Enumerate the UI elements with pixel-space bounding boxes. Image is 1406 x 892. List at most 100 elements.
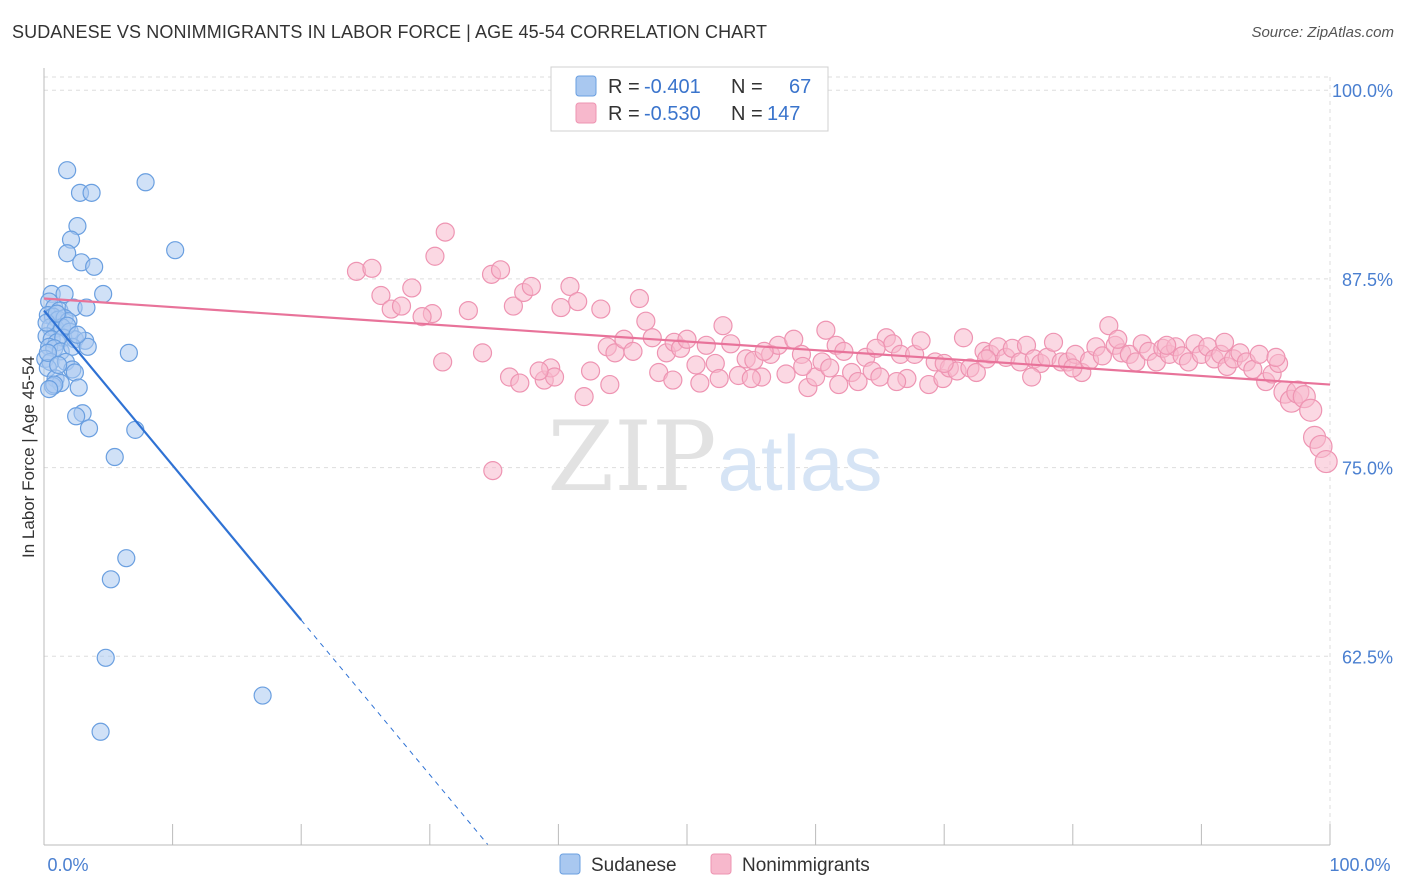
nonimmigrants-point [574, 387, 594, 407]
legend-n-value-1: 67 [789, 76, 811, 98]
nonimmigrants-point [490, 260, 511, 280]
nonimmigrants-point [977, 349, 997, 369]
nonimmigrants-point [412, 307, 432, 327]
nonimmigrants-point [391, 296, 412, 316]
nonimmigrants-point [709, 368, 729, 389]
sudanese-point [58, 244, 77, 263]
sudanese-point [65, 363, 84, 382]
nonimmigrants-point [458, 300, 478, 321]
sudanese-point [126, 420, 145, 439]
nonimmigrants-point [754, 341, 774, 361]
legend-n-label-2: N = [731, 103, 763, 125]
nonimmigrants-point [741, 368, 761, 389]
sudanese-point [253, 686, 272, 705]
legend-n-value-2: 147 [767, 103, 800, 125]
y-tick-label-2: 75.0% [1342, 459, 1393, 479]
trend-lines [43, 297, 1331, 845]
nonimmigrants-point [911, 331, 931, 351]
nonimmigrants-point [568, 291, 588, 312]
bottom-legend-label-sudanese: Sudanese [591, 855, 677, 876]
legend-swatch-sudanese [575, 75, 597, 97]
nonimmigrants-point [848, 371, 868, 392]
nonimmigrants-point [521, 276, 541, 297]
legend-n-label-1: N = [731, 76, 763, 98]
nonimmigrants-point [1022, 367, 1042, 387]
sudanese-point [94, 284, 113, 304]
nonimmigrants-point [690, 373, 710, 393]
nonimmigrants-point [435, 222, 455, 242]
axes [43, 68, 1331, 846]
legend-swatch-nonimmigrants [575, 102, 597, 124]
nonimmigrants-point [663, 370, 683, 390]
legend-r-label-2: R = [608, 103, 640, 125]
sudanese-point [166, 241, 185, 260]
nonimmigrants-point [623, 341, 643, 361]
nonimmigrants-point [629, 288, 650, 309]
nonimmigrants-point [472, 343, 493, 363]
series-sudanese-points [36, 161, 272, 741]
nonimmigrants-point [600, 374, 620, 395]
sudanese-point [55, 284, 74, 304]
y-tick-label-0: 100.0% [1332, 81, 1393, 101]
tick-labels: 100.0% 87.5% 75.0% 62.5% 0.0% 100.0% [47, 81, 1393, 875]
sudanese-point [82, 183, 101, 202]
nonimmigrants-point [1157, 335, 1177, 355]
sudanese-point [117, 549, 136, 568]
nonimmigrants-point [934, 353, 954, 374]
sudanese-point [101, 570, 120, 589]
nonimmigrants-point [503, 296, 523, 316]
nonimmigrants-point [887, 371, 907, 392]
nonimmigrants-point [1043, 332, 1064, 352]
sudanese-point [105, 447, 124, 467]
sudanese-point [38, 343, 57, 362]
nonimmigrants-point [402, 278, 422, 298]
nonimmigrants-point [829, 374, 849, 395]
watermark-atlas: atlas [718, 419, 883, 507]
nonimmigrants-point [713, 316, 733, 336]
sudanese-point [40, 379, 59, 399]
nonimmigrants-point [591, 299, 611, 319]
sudanese-point [77, 298, 96, 317]
sudanese-point [96, 648, 115, 667]
legend-r-value-2: -0.530 [644, 103, 701, 125]
sudanese-point [49, 355, 68, 375]
nonimmigrants-point [953, 328, 974, 348]
sudanese-point [91, 722, 110, 741]
nonimmigrants-trend-line [43, 297, 1331, 386]
nonimmigrants-point [1266, 347, 1286, 367]
nonimmigrants-point [483, 461, 503, 481]
sudanese-trend-extension [300, 619, 489, 845]
nonimmigrants-point [371, 285, 391, 306]
sudanese-point [85, 257, 104, 276]
nonimmigrants-point [1214, 332, 1235, 352]
bottom-legend: Sudanese Nonimmigrants [559, 853, 870, 876]
nonimmigrants-point [816, 320, 836, 340]
nonimmigrants-point [966, 362, 986, 383]
nonimmigrants-point [425, 246, 445, 266]
nonimmigrants-point [1108, 329, 1128, 349]
nonimmigrants-point [551, 297, 571, 318]
nonimmigrants-point [346, 261, 367, 281]
watermark-zip: ZIP [547, 401, 716, 513]
sudanese-point [136, 173, 155, 192]
sudanese-point [67, 407, 86, 426]
nonimmigrants-point [793, 356, 813, 377]
sudanese-point [69, 378, 88, 397]
nonimmigrants-point [1249, 344, 1269, 364]
nonimmigrants-point [820, 358, 840, 378]
legend-r-label-1: R = [608, 76, 640, 98]
sudanese-point [58, 161, 77, 180]
bottom-legend-swatch-nonimmigrants [710, 853, 732, 875]
nonimmigrants-point [1299, 398, 1323, 422]
nonimmigrants-point [677, 329, 697, 349]
nonimmigrants-point [1099, 316, 1119, 336]
nonimmigrants-point [1314, 449, 1338, 474]
legend-r-value-1: -0.401 [644, 76, 701, 98]
chart-title: SUDANESE VS NONIMMIGRANTS IN LABOR FORCE… [12, 22, 768, 42]
nonimmigrants-point [560, 276, 580, 297]
sudanese-point [119, 343, 138, 362]
sudanese-point [79, 419, 99, 438]
sudanese-point [47, 304, 66, 323]
bottom-legend-label-nonimmigrants: Nonimmigrants [742, 855, 870, 876]
